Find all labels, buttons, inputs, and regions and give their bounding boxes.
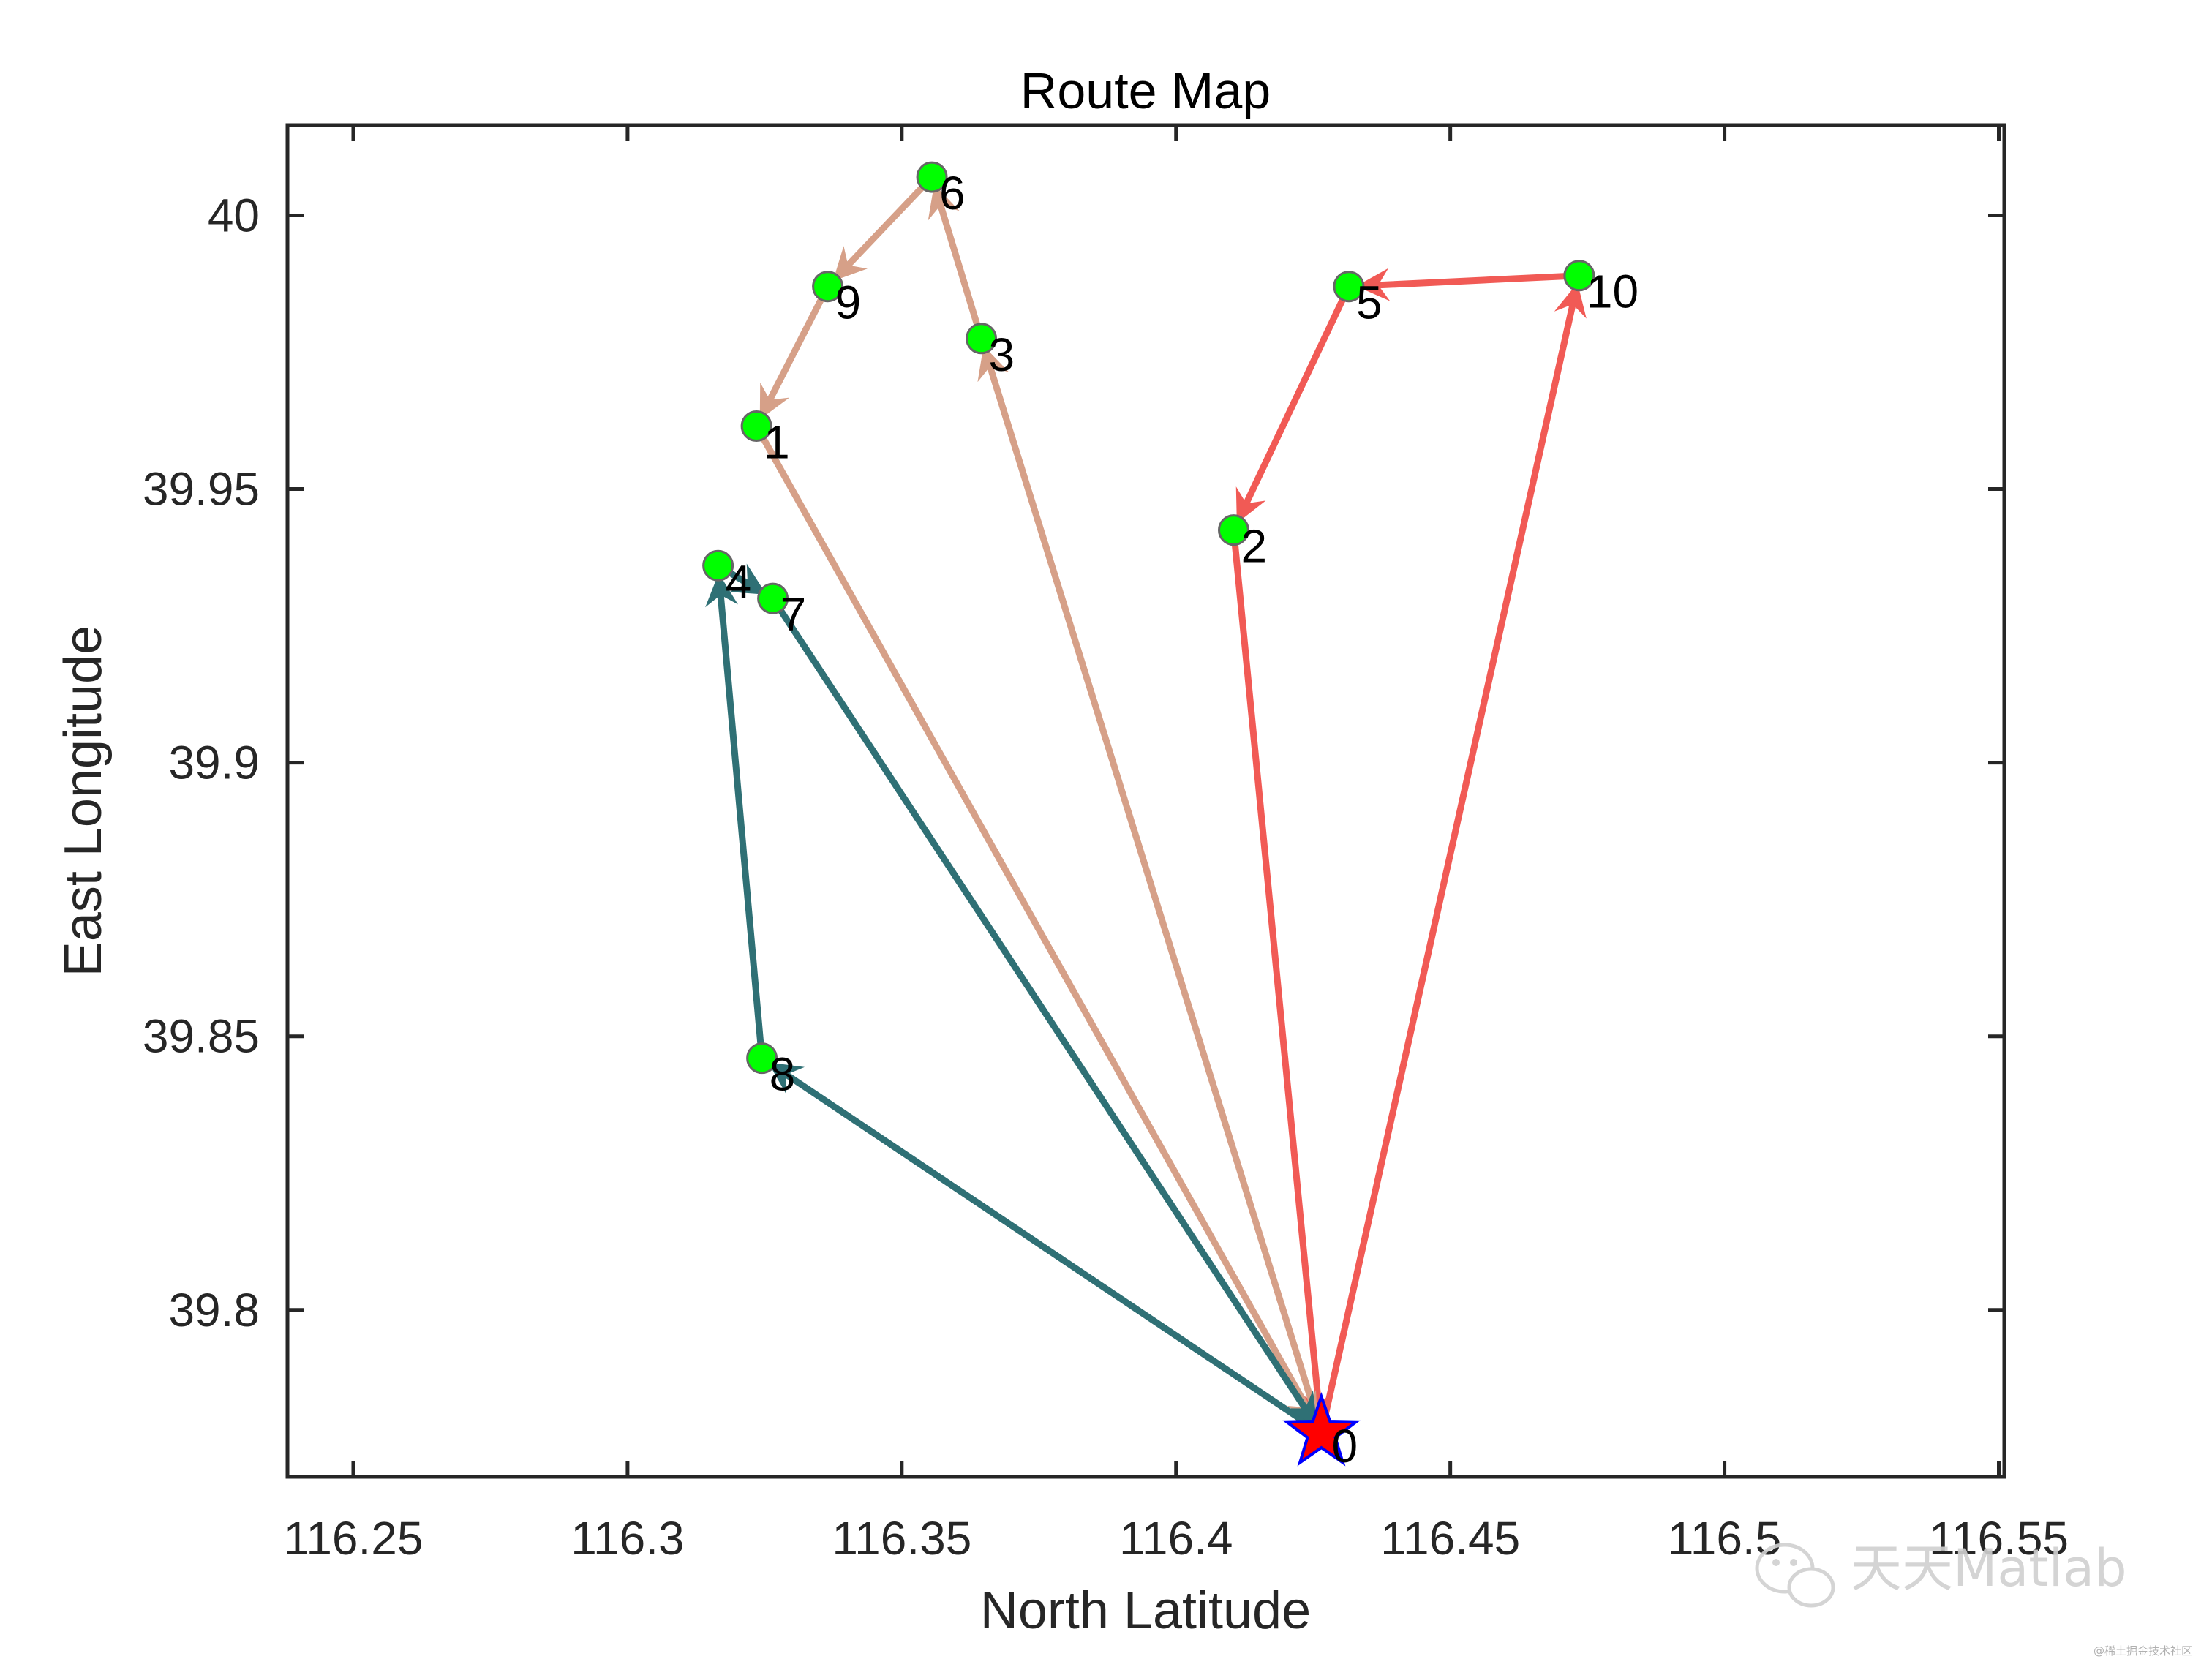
route-1-segment [1230,527,1334,1426]
node-marker [966,323,998,355]
node-label: 10 [1587,266,1639,318]
route-arrows [705,173,1587,1437]
customer-nodes: 1 2 3 4 5 6 7 8 9 10 [702,161,1639,1101]
node-marker [1333,271,1365,303]
route-1-segment [1234,283,1353,524]
depot-group: 0 [1282,1391,1361,1472]
route-2-segment [757,283,832,421]
route-1-segment [1355,268,1583,301]
node-label: 7 [780,588,807,641]
route-2-segment [928,183,985,342]
x-tick-label: 116.45 [1380,1512,1520,1565]
node-label: 8 [770,1048,796,1101]
depot-label: 0 [1331,1420,1358,1472]
x-tick-label: 116.3 [571,1512,684,1565]
node-label: 5 [1356,276,1382,329]
node-label: 2 [1241,520,1267,573]
x-tick-label: 116.35 [832,1512,971,1565]
wechat-icon [1755,1543,1835,1608]
watermark-text: 天天Matlab [1851,1538,2127,1598]
axes-box [285,123,2006,1479]
route-1-segment [1317,282,1587,1437]
node-label: 3 [989,328,1015,381]
y-tick-label: 39.95 [143,463,260,516]
depot-star-marker [1282,1391,1361,1467]
x-tick-label: 116.55 [1929,1512,2069,1565]
node-label: 9 [835,276,862,329]
route-3-segment [705,572,766,1062]
node-marker [1217,514,1249,546]
x-axis-ticks: 116.25 116.3 116.35 116.4 116.45 116.5 116.55 [283,125,2069,1565]
x-tick-label: 116.25 [283,1512,423,1565]
node-label: 6 [939,167,966,219]
chart-title: Route Map [1020,62,1271,119]
node-marker [746,1042,778,1075]
node-marker [916,161,948,193]
y-tick-label: 39.9 [168,737,260,789]
node-marker [702,549,734,582]
route-3-segment [770,595,1320,1428]
y-axis-ticks: 39.8 39.85 39.9 39.95 40 [143,189,2004,1336]
watermark-small-text: @稀土掘金技术社区 [2094,1644,2192,1658]
x-axis-label: North Latitude [980,1581,1311,1640]
y-axis-label: East Longitude [54,625,113,977]
node-marker [740,410,772,442]
y-tick-label: 39.85 [143,1010,260,1063]
node-marker [812,271,844,303]
route-3-segment [767,1060,1325,1437]
node-label: 1 [764,415,790,468]
node-marker [757,582,789,614]
node-marker [1563,260,1595,292]
watermark: 天天Matlab @稀土掘金技术社区 [1755,1538,2192,1658]
y-tick-label: 40 [208,189,260,241]
plot-area: 116.25 116.3 116.35 116.4 116.45 116.5 116.55 … [143,123,2069,1565]
x-tick-label: 116.4 [1119,1512,1233,1565]
node-label: 4 [726,555,752,608]
route-2-segment [977,345,1325,1437]
x-tick-label: 116.5 [1668,1512,1781,1565]
route-2-segment [753,422,1320,1428]
route-2-segment [831,173,936,283]
y-tick-label: 39.8 [168,1284,260,1336]
